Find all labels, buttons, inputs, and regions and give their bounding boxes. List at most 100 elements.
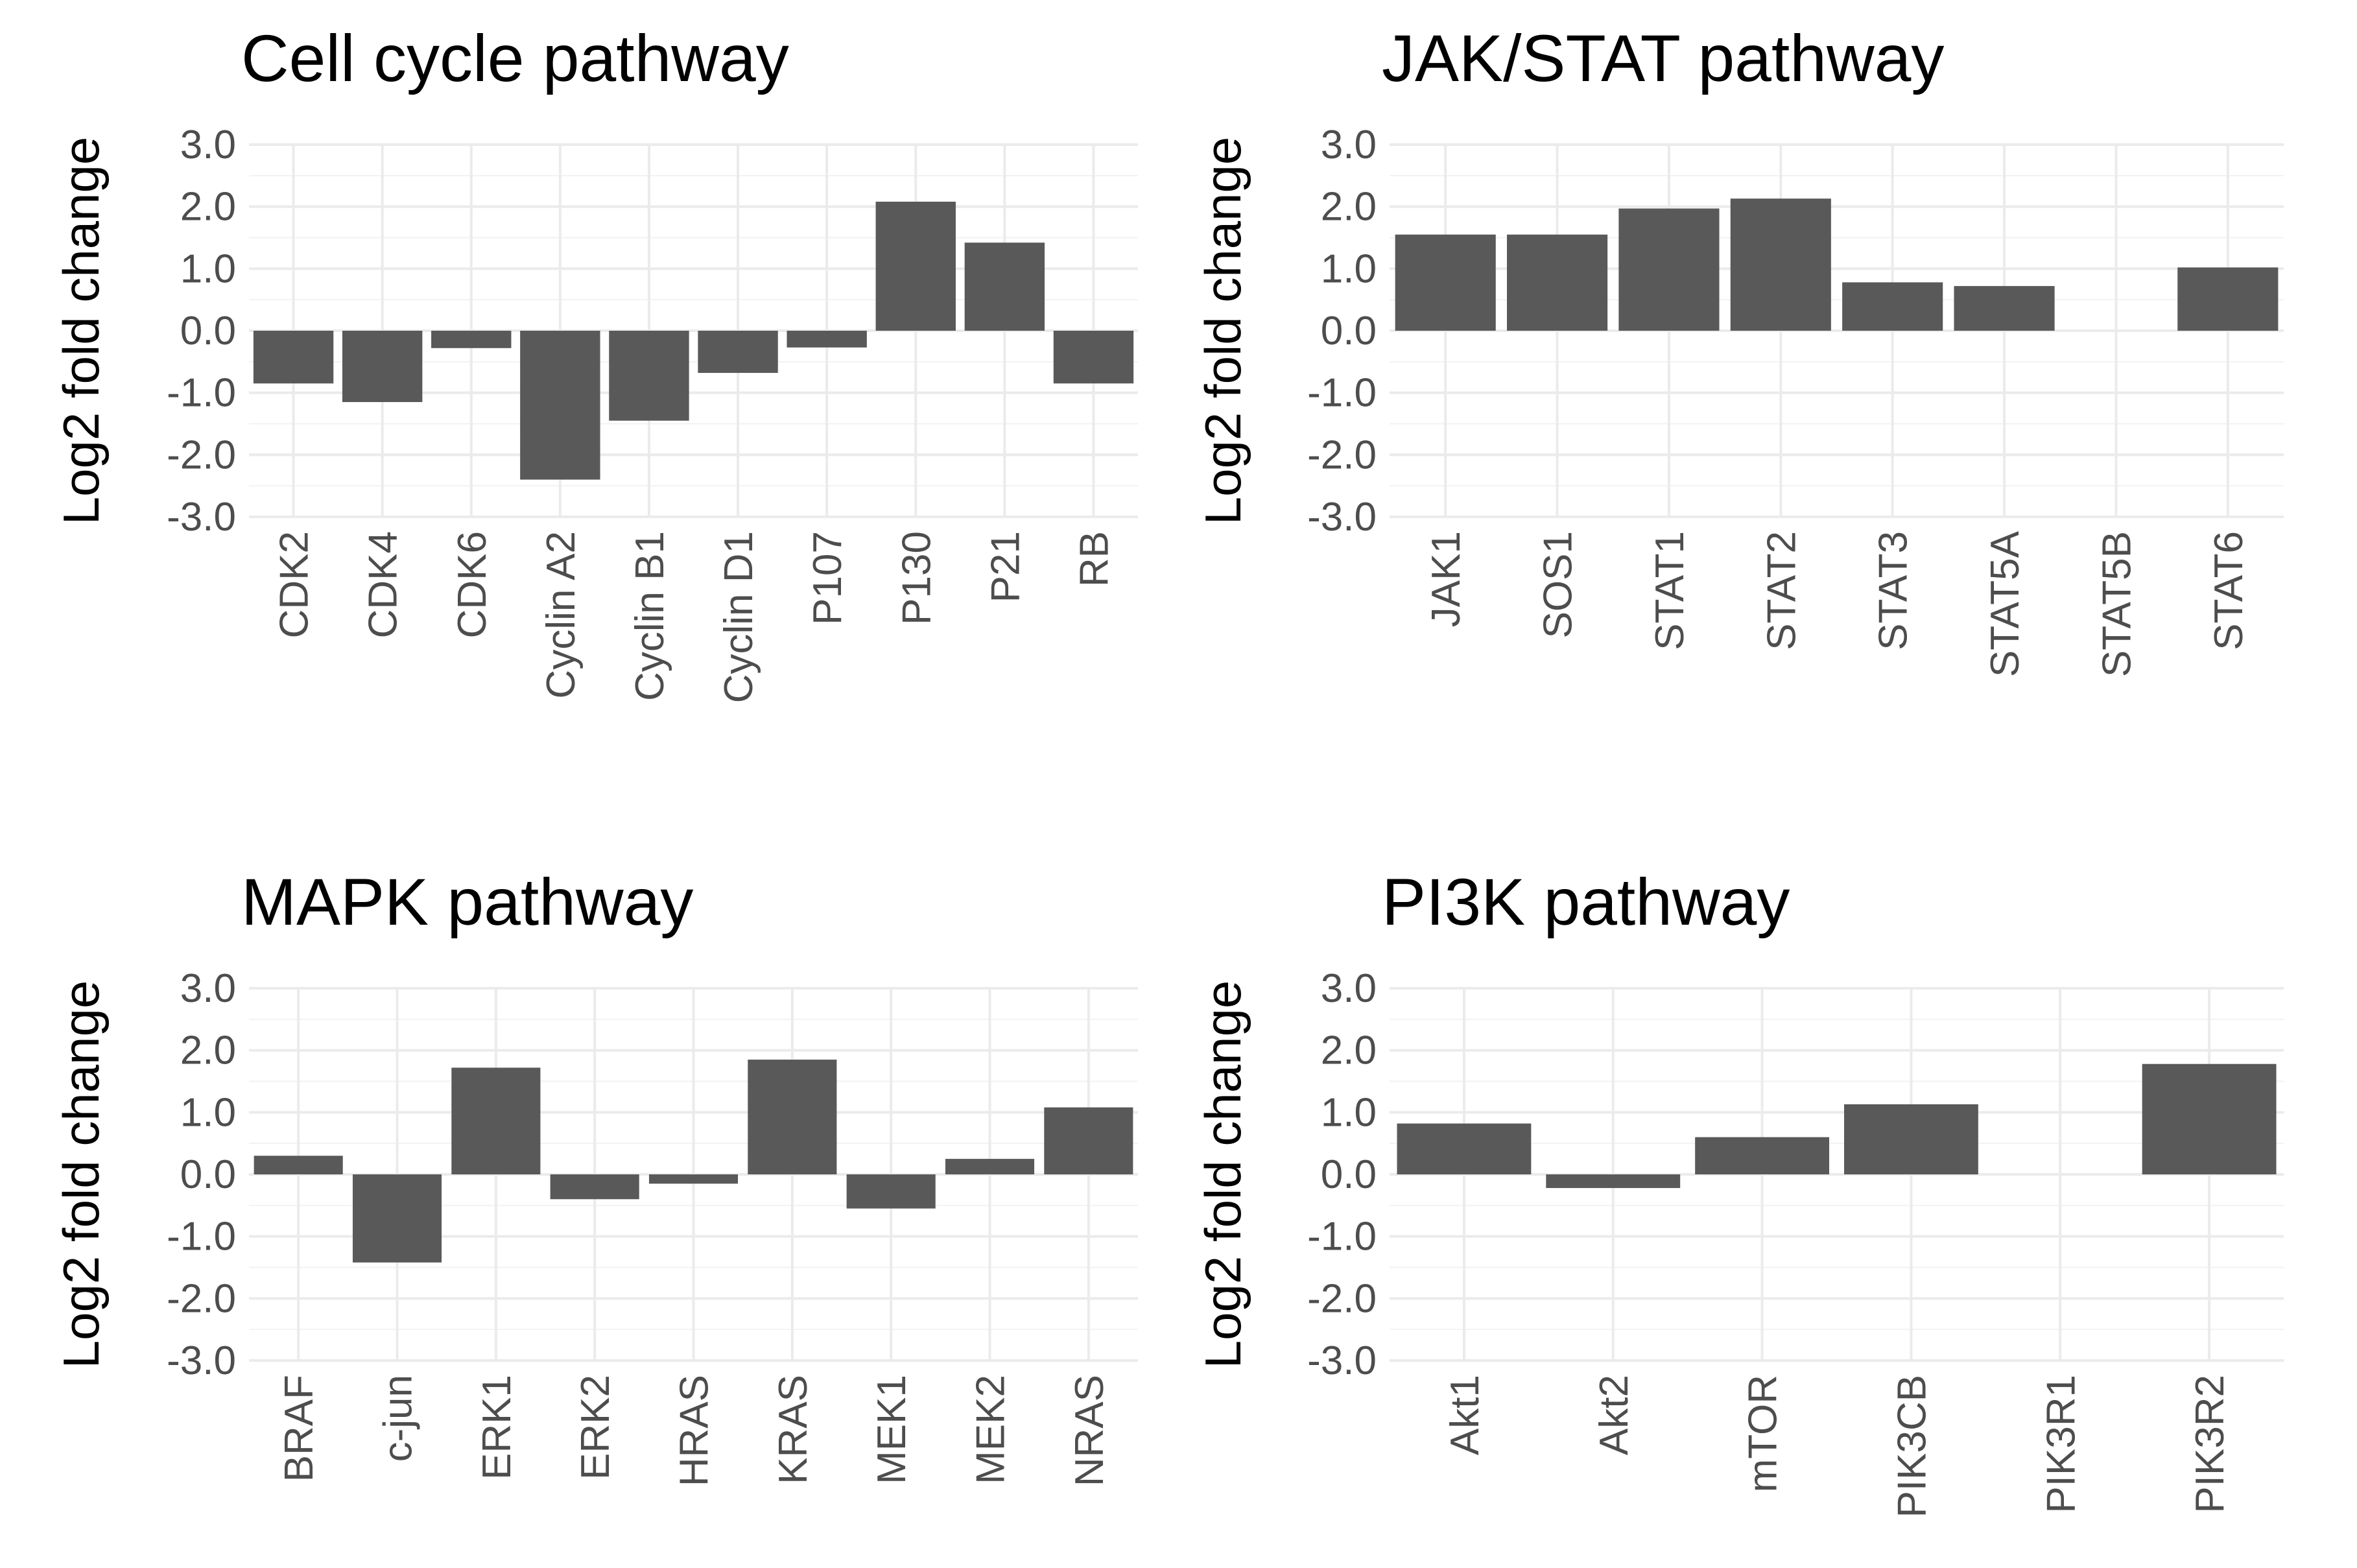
y-tick-label: 1.0 (1321, 1090, 1377, 1135)
y-tick-label: 3.0 (1321, 966, 1377, 1011)
y-tick-label: 0.0 (1321, 309, 1377, 353)
bar-mek1 (846, 1174, 936, 1209)
bar-pik3cb (1843, 1104, 1978, 1174)
bar-rb (1053, 331, 1134, 384)
bar-kras (748, 1060, 837, 1174)
x-tick-label: Cyclin B1 (628, 531, 672, 701)
x-tick-label: BRAF (277, 1375, 322, 1482)
y-tick-label: -2.0 (1307, 433, 1377, 477)
cell-cycle-title: Cell cycle pathway (241, 21, 789, 95)
x-tick-label: MEK2 (969, 1375, 1013, 1484)
x-tick-label: STAT1 (1648, 531, 1692, 650)
y-tick-label: -2.0 (167, 1276, 236, 1321)
y-tick-label: -1.0 (167, 371, 236, 416)
mapk-title: MAPK pathway (241, 865, 693, 939)
x-tick-label: STAT2 (1759, 531, 1804, 650)
x-tick-label: P107 (805, 531, 850, 625)
x-tick-label: STAT5B (2094, 531, 2139, 677)
x-tick-label: Cyclin A2 (539, 531, 584, 698)
bar-akt2 (1546, 1174, 1681, 1189)
x-tick-label: CDK2 (272, 531, 317, 638)
x-tick-label: ERK1 (475, 1375, 519, 1480)
y-tick-label: -2.0 (1307, 1276, 1377, 1321)
mapk-y-axis-label: Log2 fold change (53, 980, 110, 1369)
bar-cdk4 (342, 331, 423, 403)
bar-pik3r2 (2142, 1063, 2277, 1174)
y-tick-label: -3.0 (167, 495, 236, 540)
bar-stat5a (1954, 286, 2055, 331)
bar-p130 (875, 202, 956, 331)
bar-erk1 (451, 1067, 541, 1174)
bar-cdk2 (253, 331, 334, 384)
bar-stat2 (1730, 198, 1831, 331)
x-tick-label: c-jun (376, 1375, 421, 1462)
bar-erk2 (550, 1174, 639, 1200)
jak-stat-title: JAK/STAT pathway (1382, 21, 1944, 95)
jak-stat-panel: JAK/STAT pathway Log2 fold change 3.0 2.0 1.… (1194, 21, 2284, 677)
bar-cyclin-d1 (698, 331, 778, 374)
x-tick-label: PIK3CB (1889, 1375, 1934, 1518)
bar-jak1 (1395, 234, 1496, 331)
x-tick-label: PIK3R2 (2188, 1375, 2233, 1514)
y-tick-label: -3.0 (167, 1338, 236, 1383)
pi3k-y-axis-label: Log2 fold change (1194, 980, 1251, 1369)
y-tick-label: 1.0 (180, 246, 236, 291)
y-tick-label: 0.0 (180, 309, 236, 353)
bar-c-jun (352, 1174, 442, 1263)
pi3k-panel: PI3K pathway Log2 fold change 3.0 2.0 1.0 0.0… (1194, 865, 2284, 1518)
bar-mek2 (945, 1159, 1035, 1174)
y-tick-label: 1.0 (180, 1090, 236, 1135)
y-tick-label: 0.0 (180, 1152, 236, 1197)
y-tick-label: 3.0 (180, 123, 236, 167)
x-tick-label: P130 (894, 531, 939, 625)
x-tick-label: mTOR (1741, 1375, 1786, 1492)
x-tick-label: PIK3R1 (2039, 1375, 2083, 1514)
bar-stat6 (2177, 267, 2279, 331)
y-tick-label: -1.0 (167, 1215, 236, 1259)
y-tick-label: 0.0 (1321, 1152, 1377, 1197)
mapk-panel: MAPK pathway Log2 fold change 3.0 2.0 1.0 0.0… (53, 865, 1138, 1486)
y-tick-label: -2.0 (167, 433, 236, 477)
cell-cycle-panel: Cell cycle pathway Log2 fold change 3.0 2.0… (53, 21, 1138, 703)
x-tick-label: MEK1 (870, 1375, 914, 1484)
x-tick-label: ERK2 (573, 1375, 618, 1480)
x-tick-label: STAT5A (1983, 530, 2028, 677)
x-tick-label: Cyclin D1 (717, 531, 761, 703)
y-tick-label: 3.0 (180, 966, 236, 1011)
y-tick-label: 3.0 (1321, 123, 1377, 167)
x-tick-label: Akt1 (1443, 1375, 1487, 1455)
bar-p107 (787, 331, 867, 348)
x-tick-label: STAT3 (1871, 531, 1916, 650)
bar-akt1 (1397, 1123, 1532, 1174)
x-tick-label: SOS1 (1536, 531, 1581, 638)
y-tick-label: 2.0 (1321, 185, 1377, 230)
y-tick-label: 2.0 (180, 185, 236, 230)
bar-braf (254, 1156, 343, 1174)
bar-cdk6 (431, 331, 512, 348)
cell-cycle-y-axis-label: Log2 fold change (53, 137, 110, 525)
jak-stat-y-axis-label: Log2 fold change (1194, 137, 1251, 525)
x-tick-label: STAT6 (2207, 531, 2251, 650)
bar-cyclin-b1 (609, 331, 689, 421)
bar-cyclin-a2 (520, 331, 600, 480)
x-tick-label: KRAS (771, 1375, 816, 1484)
bar-hras (648, 1174, 739, 1184)
x-tick-label: CDK4 (361, 531, 406, 638)
bar-stat3 (1842, 282, 1943, 331)
y-tick-label: 2.0 (1321, 1028, 1377, 1073)
bar-stat1 (1618, 208, 1720, 331)
bar-sos1 (1506, 234, 1608, 331)
y-tick-label: -1.0 (1307, 1215, 1377, 1259)
bar-nras (1044, 1107, 1133, 1174)
x-tick-label: JAK1 (1424, 531, 1469, 627)
x-tick-label: P21 (983, 531, 1028, 602)
y-tick-label: -1.0 (1307, 371, 1377, 416)
x-tick-label: HRAS (672, 1375, 717, 1486)
y-tick-label: -3.0 (1307, 1338, 1377, 1383)
x-tick-label: RB (1072, 531, 1117, 587)
y-tick-label: 1.0 (1321, 246, 1377, 291)
bar-mtor (1695, 1137, 1830, 1174)
bar-p21 (964, 243, 1045, 331)
x-tick-label: NRAS (1067, 1375, 1112, 1486)
